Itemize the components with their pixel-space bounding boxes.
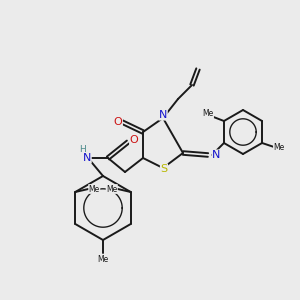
Text: N: N <box>159 110 167 120</box>
Text: H: H <box>80 146 86 154</box>
Text: O: O <box>130 135 138 145</box>
Text: Me: Me <box>106 184 117 194</box>
Text: S: S <box>160 164 168 174</box>
Text: Me: Me <box>89 184 100 194</box>
Text: Me: Me <box>98 254 109 263</box>
Text: Me: Me <box>273 142 285 152</box>
Text: N: N <box>83 153 91 163</box>
Text: N: N <box>212 150 220 160</box>
Text: O: O <box>114 117 122 127</box>
Text: Me: Me <box>202 110 214 118</box>
